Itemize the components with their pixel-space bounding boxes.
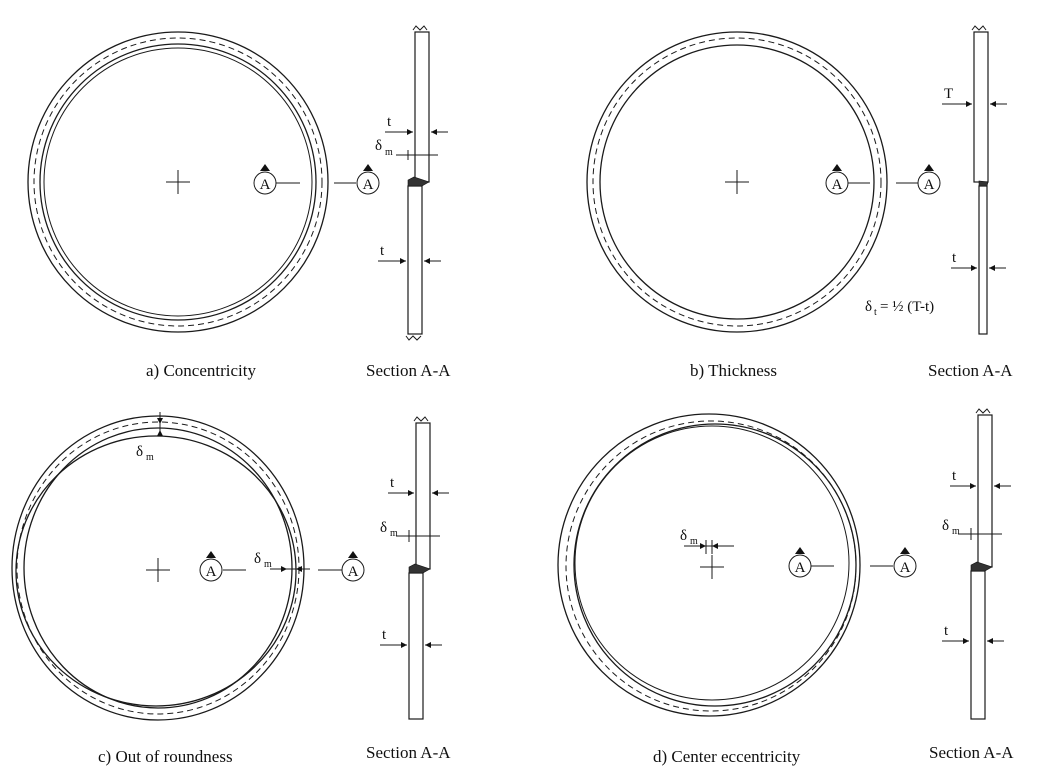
panel-b: A A T t δ t = ½ (T-t) [586, 25, 1013, 380]
lower-wall-label: t [382, 627, 387, 643]
panel-c-center-mark [146, 558, 170, 582]
misalignment-subscript: m [390, 528, 398, 539]
panel-b-marker-left: A [825, 164, 849, 195]
panel-d: δ m A A t δ [557, 408, 1014, 766]
panel-b-circles [586, 31, 888, 333]
panel-c-side-dimension: δ m [254, 551, 310, 572]
panel-a-marker-left: A [253, 164, 277, 195]
panel-c: δ m δ m A A [11, 412, 451, 766]
panel-c-marker-right: A [341, 551, 365, 582]
lower-wall-label: t [380, 243, 385, 259]
panel-b-caption: b) Thickness [690, 361, 777, 380]
upper-wall-label: T [944, 86, 953, 102]
section-marker-label: A [924, 177, 935, 193]
side-misalignment-subscript: m [264, 559, 272, 570]
panel-d-section-caption: Section A-A [929, 743, 1014, 762]
side-misalignment-label: δ [254, 551, 261, 567]
panel-a: A A t δ m [27, 25, 451, 380]
misalignment-label: δ [375, 138, 382, 154]
panel-b-center-mark [725, 170, 749, 194]
panel-d-section-view: t δ m t [942, 408, 1011, 720]
formula-subscript: t [874, 307, 877, 318]
panel-d-center-dimension: δ m [680, 528, 734, 554]
panel-d-caption: d) Center eccentricity [653, 747, 801, 766]
panel-d-marker-right: A [893, 547, 917, 578]
upper-wall-label: t [952, 468, 957, 484]
panel-a-circles [27, 31, 329, 333]
upper-wall-label: t [387, 114, 392, 130]
formula-symbol: δ [865, 299, 872, 315]
section-marker-label: A [795, 560, 806, 576]
section-marker-label: A [900, 560, 911, 576]
section-marker-label: A [260, 177, 271, 193]
upper-wall-label: t [390, 475, 395, 491]
panel-a-marker-right: A [356, 164, 380, 195]
section-marker-label: A [348, 564, 359, 580]
panel-c-top-dimension: δ m [136, 412, 163, 463]
section-marker-label: A [832, 177, 843, 193]
formula-text: = ½ (T-t) [880, 299, 934, 315]
panel-a-section-view: t δ m t [375, 25, 448, 341]
panel-c-caption: c) Out of roundness [98, 747, 233, 766]
top-misalignment-subscript: m [146, 452, 154, 463]
misalignment-subscript: m [952, 526, 960, 537]
misalignment-label: δ [942, 518, 949, 534]
top-misalignment-label: δ [136, 444, 143, 460]
panel-d-center-mark [700, 555, 724, 579]
panel-d-marker-left: A [788, 547, 812, 578]
section-marker-label: A [206, 564, 217, 580]
panel-a-center-mark [166, 170, 190, 194]
panel-b-section-view: T t δ t = ½ (T-t) [865, 25, 1007, 335]
misalignment-label: δ [680, 528, 687, 544]
section-marker-label: A [363, 177, 374, 193]
lower-wall-label: t [944, 623, 949, 639]
lower-wall-label: t [952, 250, 957, 266]
panel-c-section-view: t δ m t [380, 416, 449, 720]
panel-b-section-caption: Section A-A [928, 361, 1013, 380]
misalignment-label: δ [380, 520, 387, 536]
panel-b-marker-right: A [917, 164, 941, 195]
panel-a-section-caption: Section A-A [366, 361, 451, 380]
panel-c-marker-left: A [199, 551, 223, 582]
misalignment-subscript: m [690, 536, 698, 547]
misalignment-subscript: m [385, 147, 393, 158]
panel-c-section-caption: Section A-A [366, 743, 451, 762]
panel-c-circles [11, 415, 305, 721]
panel-a-caption: a) Concentricity [146, 361, 256, 380]
panel-d-circles [557, 413, 861, 717]
